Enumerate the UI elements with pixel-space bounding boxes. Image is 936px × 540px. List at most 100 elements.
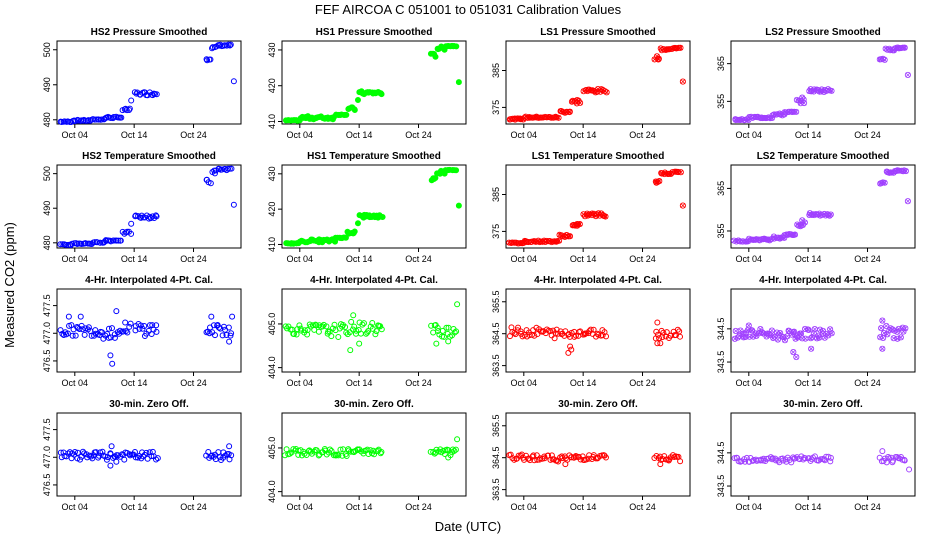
- data-point: [57, 241, 64, 248]
- plot-frame: [281, 40, 467, 125]
- data-point: [108, 325, 115, 332]
- plot-frame: [281, 164, 467, 249]
- plot-frame: [505, 288, 691, 373]
- data-point: [210, 322, 217, 329]
- figure-y-axis-label: Measured CO2 (ppm): [2, 222, 17, 348]
- data-point: [225, 324, 232, 331]
- data-point: [107, 114, 114, 121]
- data-point: [99, 448, 106, 455]
- data-point: [207, 56, 214, 63]
- x-tick-label: Oct 14: [346, 378, 373, 388]
- data-point: [78, 240, 85, 247]
- x-tick-label: Oct 14: [570, 130, 597, 140]
- data-point: [295, 451, 302, 458]
- plot-frame: [56, 164, 242, 249]
- data-point: [562, 328, 569, 335]
- x-tick-label: Oct 04: [736, 378, 763, 388]
- data-points: [282, 42, 462, 124]
- data-point: [107, 334, 114, 341]
- plot-frame: [730, 164, 916, 249]
- data-points: [506, 168, 686, 247]
- y-tick-label: 344.5: [716, 442, 726, 465]
- y-tick-label: 375: [491, 224, 501, 239]
- data-point: [677, 44, 684, 51]
- y-tick-label: 490: [42, 201, 52, 216]
- data-point: [122, 105, 129, 112]
- data-point: [208, 313, 215, 320]
- data-point: [449, 446, 456, 453]
- data-point: [230, 78, 237, 85]
- y-tick-label: 476.5: [42, 474, 52, 497]
- x-tick-label: Oct 04: [62, 378, 89, 388]
- x-tick-label: Oct 24: [854, 502, 881, 512]
- data-point: [102, 453, 109, 460]
- data-point: [122, 319, 129, 326]
- data-point: [92, 449, 99, 456]
- data-point: [211, 170, 218, 177]
- data-point: [348, 318, 355, 325]
- data-point: [227, 41, 234, 48]
- data-point: [454, 301, 461, 308]
- data-point: [120, 328, 127, 335]
- data-point: [433, 340, 440, 347]
- data-point: [653, 328, 660, 335]
- y-tick-label: 385: [491, 63, 501, 78]
- data-point: [92, 327, 99, 334]
- panel-13: 30-min. Zero Off. 476.5 477.0 477.5 Oct 04 Oc…: [42, 399, 242, 512]
- data-point: [455, 79, 462, 86]
- data-point: [565, 349, 572, 356]
- data-point: [77, 313, 84, 320]
- data-points: [282, 301, 461, 354]
- panel-title: HS1 Temperature Smoothed: [307, 151, 441, 162]
- data-point: [655, 55, 662, 62]
- data-points: [506, 451, 684, 468]
- data-point: [900, 328, 907, 335]
- x-tick-label: Oct 04: [62, 254, 89, 264]
- panel-15: 30-min. Zero Off. 363.5 364.5 365.5 Oct 04 Oc…: [491, 399, 691, 512]
- data-point: [122, 328, 129, 335]
- panel-4: LS2 Pressure Smoothed 355 365 Oct 04 Oct 14 O…: [716, 27, 916, 140]
- data-point: [372, 331, 379, 338]
- data-point: [881, 179, 888, 186]
- data-point: [880, 329, 888, 337]
- data-point: [432, 449, 439, 456]
- data-point: [377, 323, 384, 330]
- data-points: [57, 165, 237, 249]
- data-point: [290, 446, 297, 453]
- data-point: [109, 360, 116, 367]
- y-tick-label: 364.5: [491, 446, 501, 469]
- data-point: [434, 324, 441, 331]
- data-point: [677, 169, 684, 176]
- data-point: [103, 456, 110, 463]
- plot-frame: [56, 412, 242, 497]
- data-points: [506, 44, 686, 123]
- data-point: [81, 331, 88, 338]
- data-point: [378, 449, 385, 456]
- panel-title: LS1 Temperature Smoothed: [532, 151, 665, 162]
- data-points: [281, 436, 461, 461]
- data-point: [296, 322, 303, 329]
- x-tick-label: Oct 14: [570, 254, 597, 264]
- data-point: [555, 114, 562, 121]
- data-point: [821, 457, 828, 464]
- data-points: [57, 443, 235, 469]
- x-tick-label: Oct 24: [629, 378, 656, 388]
- panel-14: 30-min. Zero Off. 404.0 405.0 Oct 04 Oct 14 O…: [267, 399, 467, 512]
- x-tick-label: Oct 24: [405, 378, 432, 388]
- data-point: [566, 233, 574, 240]
- plot-frame: [281, 412, 467, 497]
- data-point: [768, 327, 775, 334]
- x-tick-label: Oct 04: [287, 378, 314, 388]
- x-tick-label: Oct 24: [405, 130, 432, 140]
- data-point: [351, 228, 358, 235]
- panel-16: 30-min. Zero Off. 343.5 344.5 Oct 04 Oct 14 O…: [716, 399, 916, 512]
- x-tick-label: Oct 04: [511, 502, 538, 512]
- data-point: [207, 180, 214, 187]
- y-tick-label: 365: [716, 56, 726, 71]
- data-point: [742, 333, 749, 340]
- data-point: [531, 332, 538, 339]
- data-point: [141, 322, 148, 329]
- data-point: [679, 202, 686, 209]
- y-tick-label: 404.0: [267, 356, 277, 379]
